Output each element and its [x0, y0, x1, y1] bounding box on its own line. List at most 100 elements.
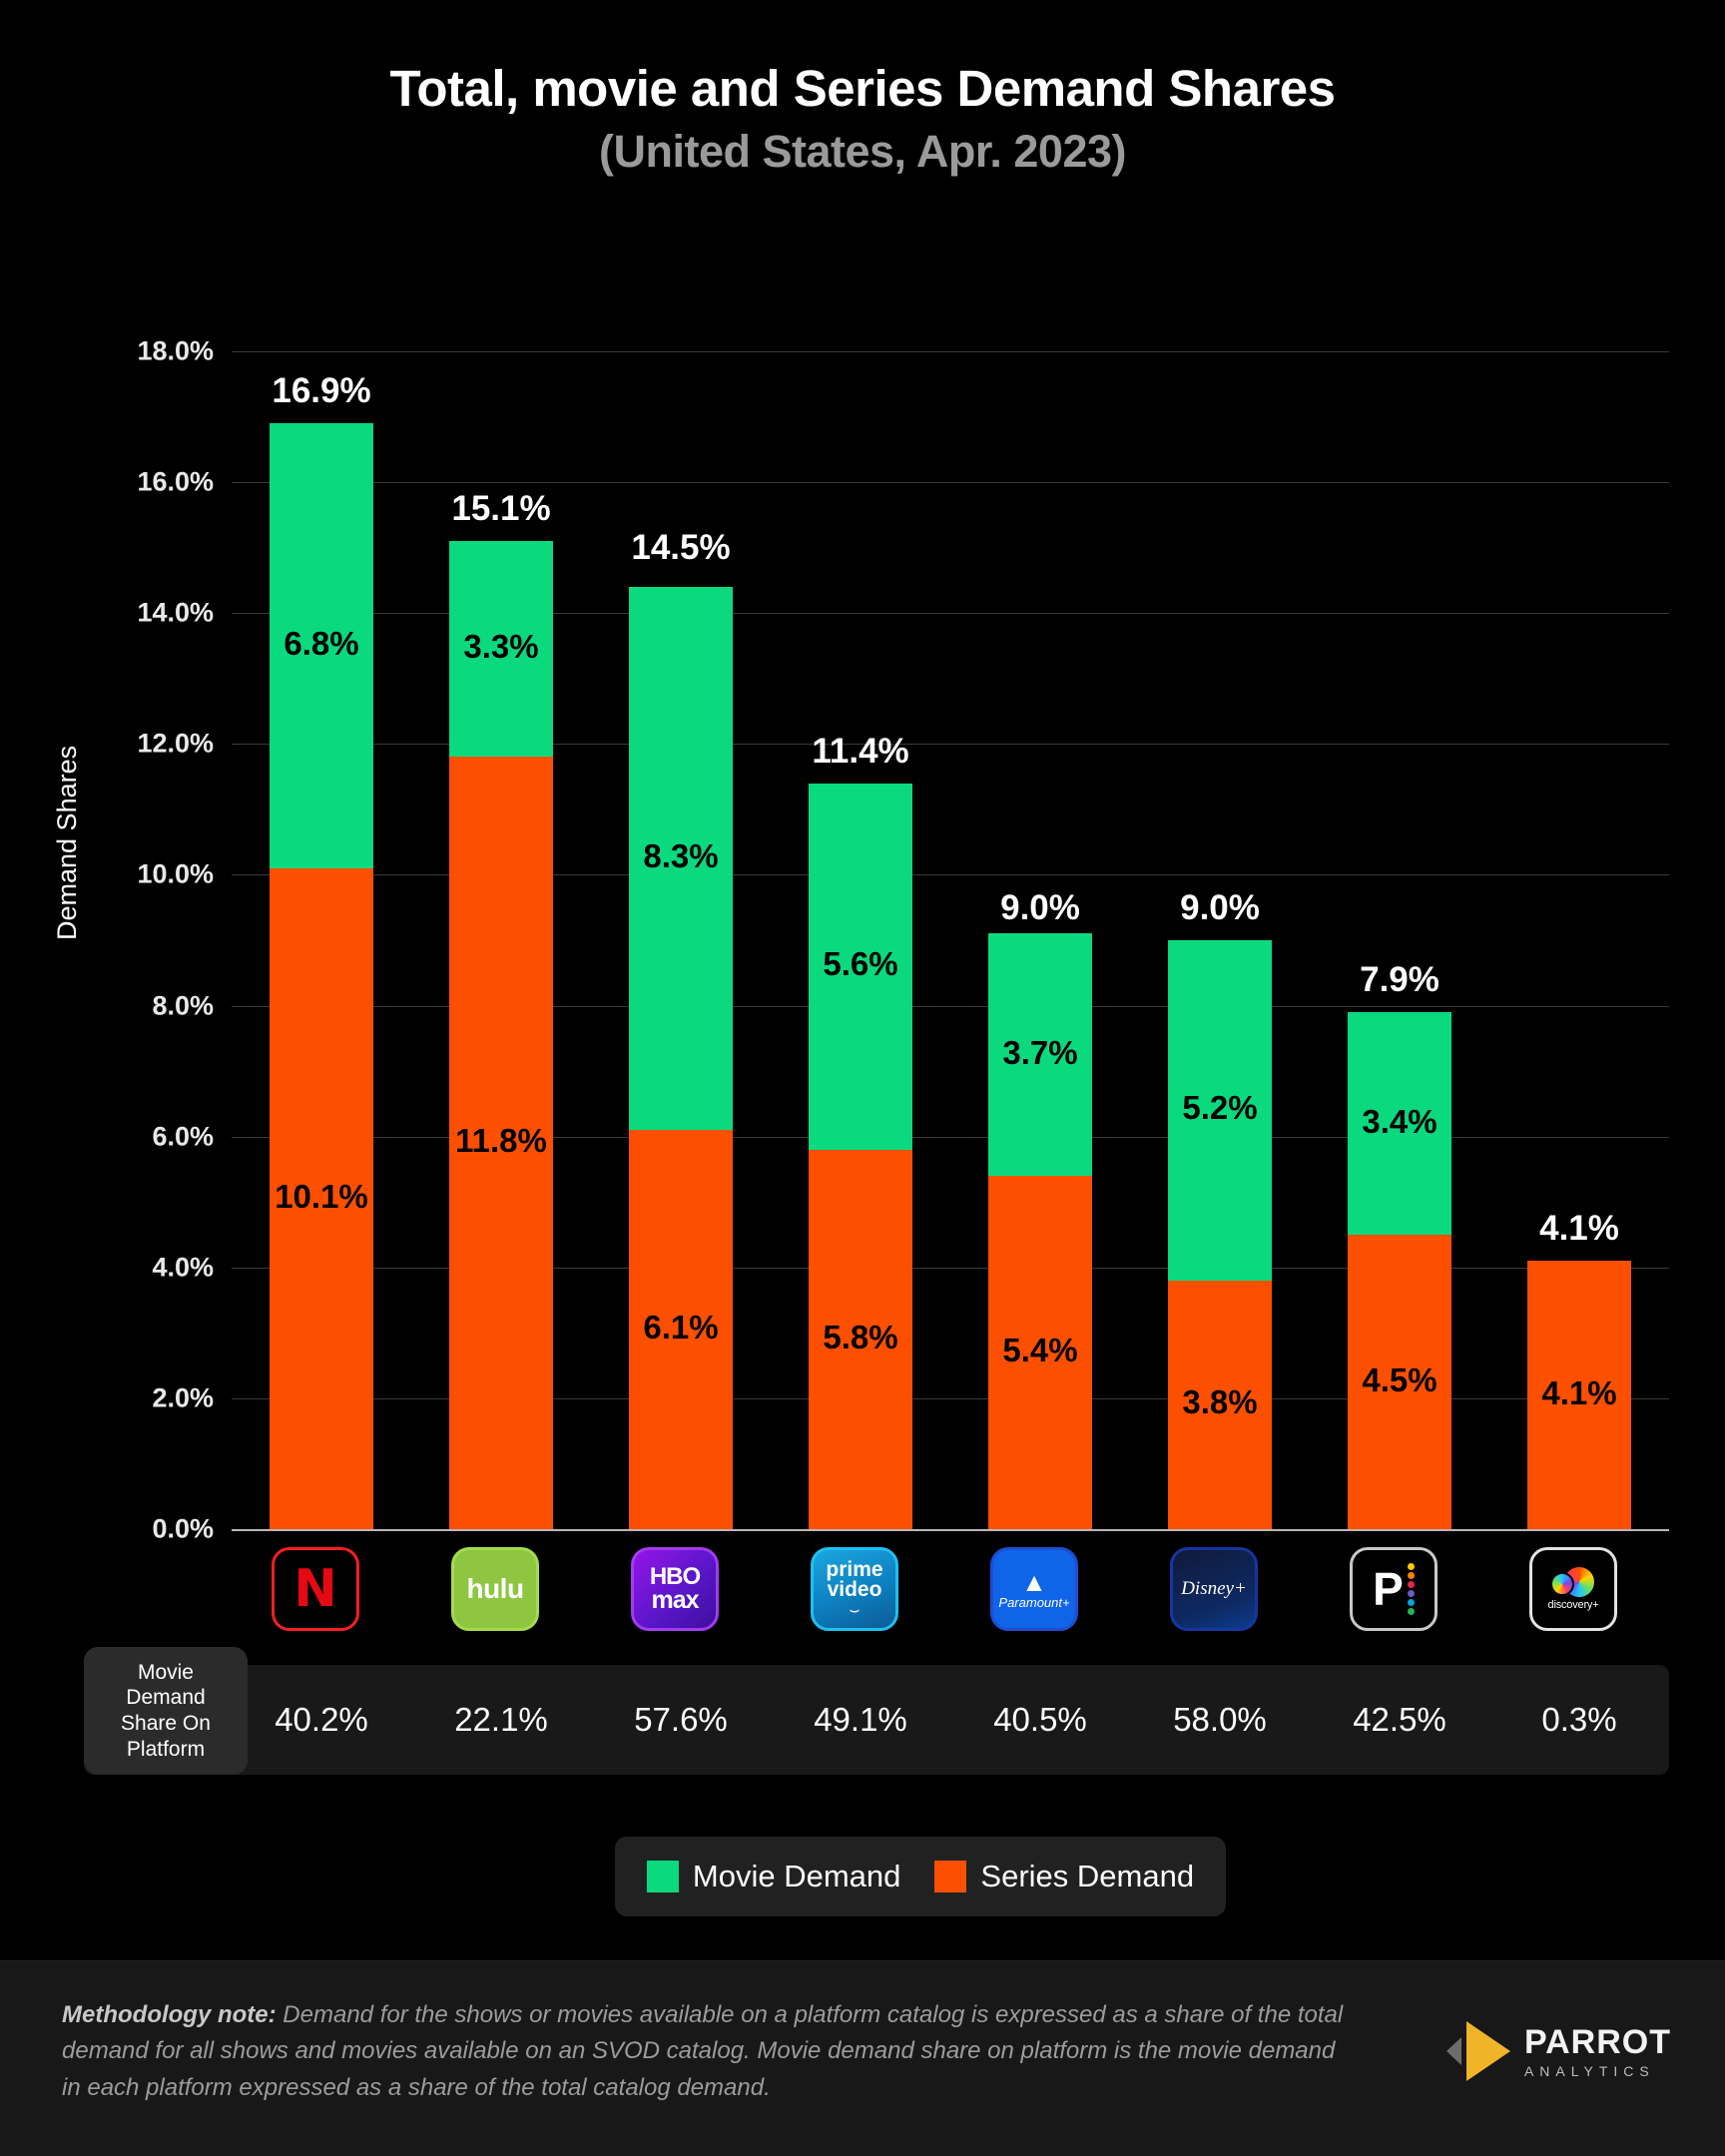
gridline	[232, 1397, 1669, 1399]
bar-segment-movie: 5.6%	[809, 783, 912, 1150]
bar-value-series: 4.5%	[1362, 1360, 1438, 1398]
gridline	[232, 351, 1669, 352]
hbo-line1: HBO	[649, 1563, 701, 1591]
page-subtitle: (United States, Apr. 2023)	[599, 125, 1127, 177]
legend-item-series-demand[interactable]: Series Demand	[934, 1859, 1194, 1894]
bar-value-movie: 3.3%	[463, 628, 539, 666]
legend-item-movie-demand[interactable]: Movie Demand	[646, 1859, 901, 1894]
peacock-dots-icon	[1407, 1563, 1415, 1615]
bar-total-label: 11.4%	[812, 731, 909, 771]
bar-segment-series: 5.4%	[988, 1176, 1092, 1529]
movie-demand-share-value: 40.2%	[275, 1701, 368, 1738]
y-axis-tick-label: 6.0%	[152, 1121, 214, 1152]
parrot-play-icon	[1445, 2019, 1512, 2083]
gridline	[232, 482, 1669, 484]
bar-discovery-[interactable]: 4.1% 4.1%	[1527, 1209, 1631, 1529]
discovery-plus-logo-icon: discovery+	[1548, 1567, 1599, 1611]
bar-value-movie: 6.8%	[284, 625, 359, 662]
gridline	[232, 744, 1669, 746]
platform-logo-row: N hulu HBO max prime video ⌣ ▲ Paramount…	[232, 1545, 1669, 1635]
brand-sub: ANALYTICS	[1523, 2062, 1655, 2079]
bar-value-series: 4.1%	[1541, 1373, 1617, 1411]
bar-prime-video[interactable]: 5.8% 5.6% 11.4%	[809, 732, 912, 1529]
platform-logo-netflix[interactable]: N	[270, 1545, 361, 1633]
platform-logo-hulu[interactable]: hulu	[449, 1545, 541, 1633]
bar-disney-[interactable]: 3.8% 5.2% 9.0%	[1168, 888, 1272, 1529]
bar-segment-movie: 5.2%	[1168, 940, 1272, 1281]
peacock-logo-icon: P	[1373, 1563, 1415, 1615]
bar-hbo-max[interactable]: 6.1% 8.3% 14.5%	[629, 528, 733, 1529]
movie-demand-share-strip	[84, 1665, 1669, 1775]
badge-line-2: Demand	[126, 1686, 206, 1710]
discovery-circles-icon	[1549, 1567, 1596, 1597]
gridline	[232, 1005, 1669, 1007]
legend-label-movie: Movie Demand	[692, 1859, 901, 1893]
bar-segment-movie: 8.3%	[629, 587, 733, 1131]
bar-peacock[interactable]: 4.5% 3.4% 7.9%	[1348, 960, 1451, 1529]
bar-value-series: 5.4%	[1002, 1332, 1078, 1368]
legend-swatch-series-icon	[934, 1861, 967, 1892]
badge-line-3: Share On	[121, 1712, 211, 1735]
title-block: Total, movie and Series Demand Shares (U…	[0, 60, 1725, 179]
gridline	[232, 613, 1669, 615]
bar-segment-series: 3.8%	[1168, 1280, 1272, 1529]
prime-line2: video	[827, 1577, 882, 1601]
bar-hulu[interactable]: 11.8% 3.3% 15.1%	[449, 489, 553, 1529]
bar-total-label: 15.1%	[451, 489, 551, 529]
platform-logo-hbomax[interactable]: HBO max	[629, 1545, 721, 1633]
chart-legend: Movie Demand Series Demand	[615, 1837, 1226, 1916]
hulu-logo-icon: hulu	[466, 1573, 524, 1604]
bar-netflix[interactable]: 10.1% 6.8% 16.9%	[270, 371, 373, 1529]
bar-total-label: 4.1%	[1539, 1209, 1619, 1249]
legend-label-series: Series Demand	[980, 1859, 1195, 1893]
movie-demand-share-value: 49.1%	[814, 1701, 907, 1738]
y-axis-tick-label: 4.0%	[152, 1252, 214, 1283]
hbomax-logo-icon: HBO max	[649, 1563, 701, 1612]
peacock-p: P	[1373, 1563, 1404, 1615]
footer: Methodology note: Demand for the shows o…	[0, 1960, 1725, 2156]
gridline	[232, 1267, 1669, 1269]
platform-logo-disney[interactable]: Disnеу+	[1168, 1545, 1260, 1633]
y-axis-tick-label: 18.0%	[137, 335, 214, 366]
bar-value-movie: 5.2%	[1182, 1089, 1258, 1127]
platform-logo-paramount[interactable]: ▲ Paramount+	[988, 1545, 1080, 1633]
bar-value-series: 10.1%	[275, 1177, 368, 1215]
paramount-plus-logo-icon: ▲ Paramount+	[998, 1569, 1069, 1609]
bar-value-series: 5.8%	[823, 1318, 898, 1355]
y-axis-tick-label: 0.0%	[152, 1513, 214, 1544]
bar-total-label: 7.9%	[1360, 960, 1439, 1000]
movie-demand-share-value: 0.3%	[1541, 1701, 1617, 1738]
bar-value-movie: 3.4%	[1362, 1102, 1438, 1140]
bar-segment-series: 11.8%	[449, 757, 553, 1529]
y-axis-title: Demand Shares	[52, 745, 82, 940]
y-axis-ticks: 18.0% 16.0% 14.0% 12.0% 10.0% 8.0% 6.0% 4.0% 2.0…	[0, 336, 232, 1544]
y-axis-tick-label: 10.0%	[137, 858, 214, 889]
bar-value-movie: 8.3%	[643, 837, 719, 875]
platform-logo-primevideo[interactable]: prime video ⌣	[809, 1545, 900, 1633]
prime-video-logo-icon: prime video ⌣	[826, 1557, 883, 1619]
amazon-smile-icon: ⌣	[849, 1599, 861, 1619]
paramount-mountain-icon: ▲	[1021, 1567, 1047, 1597]
platform-logo-peacock[interactable]: P	[1348, 1545, 1439, 1633]
bar-paramount-[interactable]: 5.4% 3.7% 9.0%	[988, 888, 1092, 1529]
bar-segment-movie: 3.7%	[988, 933, 1092, 1176]
badge-line-1: Movie	[137, 1660, 194, 1684]
badge-line-4: Platform	[126, 1737, 206, 1761]
y-axis-tick-label: 2.0%	[152, 1382, 214, 1413]
bar-value-series: 11.8%	[455, 1122, 547, 1160]
platform-logo-discovery[interactable]: discovery+	[1527, 1545, 1619, 1633]
netflix-logo-icon: N	[293, 1559, 337, 1619]
paramount-name: Paramount+	[998, 1595, 1070, 1610]
brand-name: PARROT	[1523, 2022, 1671, 2061]
bar-total-label: 9.0%	[1000, 888, 1080, 927]
bar-segment-movie: 6.8%	[270, 423, 373, 868]
methodology-label: Methodology note:	[62, 2001, 277, 2028]
prime-line1: prime	[826, 1557, 883, 1581]
disney-plus-logo-icon: Disnеу+	[1181, 1578, 1247, 1599]
bar-total-label: 14.5%	[631, 528, 731, 568]
bar-segment-series: 4.1%	[1527, 1261, 1631, 1529]
y-axis-tick-label: 16.0%	[137, 466, 214, 497]
movie-demand-share-value: 58.0%	[1173, 1701, 1267, 1738]
bar-value-series: 3.8%	[1182, 1383, 1258, 1421]
